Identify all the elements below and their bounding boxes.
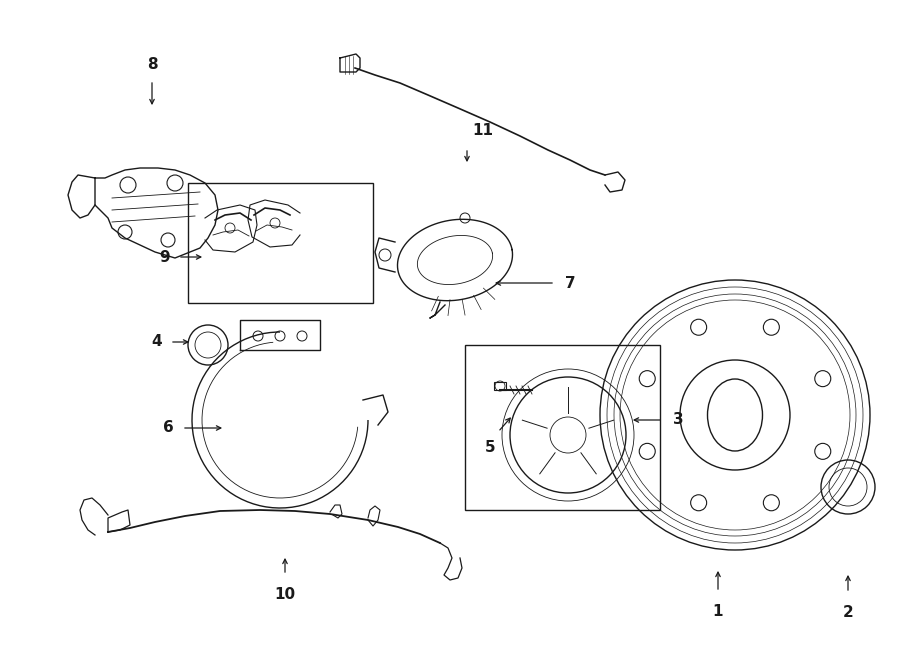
Text: 3: 3 bbox=[673, 412, 684, 428]
Text: 10: 10 bbox=[274, 587, 295, 602]
Bar bbox=[465, 345, 660, 510]
Text: 7: 7 bbox=[565, 276, 576, 290]
Text: 9: 9 bbox=[159, 249, 170, 264]
Text: 5: 5 bbox=[485, 440, 495, 455]
Text: 1: 1 bbox=[713, 604, 724, 619]
Text: 8: 8 bbox=[147, 57, 158, 72]
Text: 2: 2 bbox=[842, 605, 853, 620]
Bar bbox=[494, 382, 506, 390]
Text: 6: 6 bbox=[163, 420, 174, 436]
Bar bbox=[188, 183, 373, 303]
Text: 4: 4 bbox=[151, 334, 162, 350]
Text: 11: 11 bbox=[472, 123, 493, 138]
